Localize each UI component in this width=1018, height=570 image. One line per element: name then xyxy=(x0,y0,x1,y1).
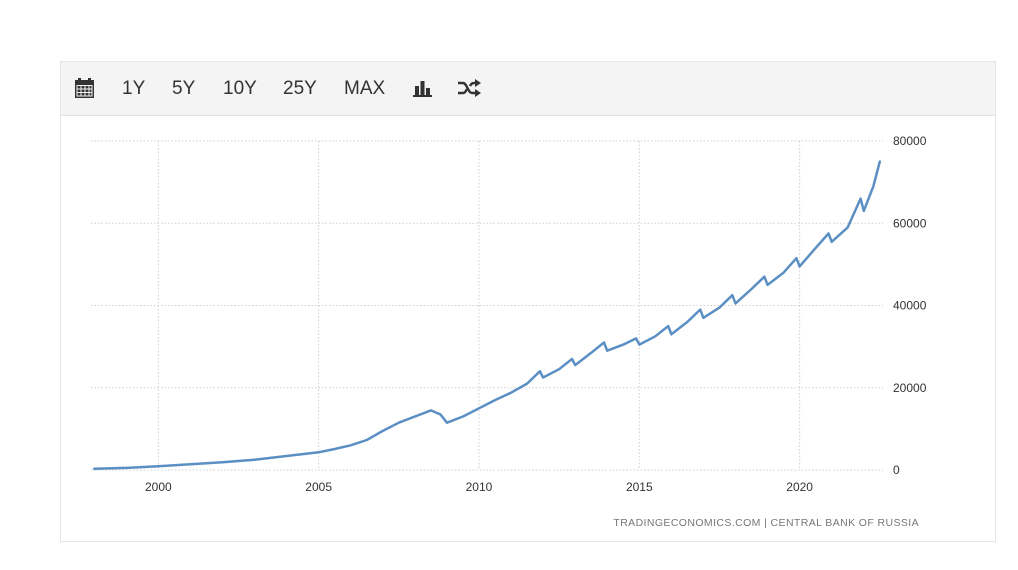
bar-chart-icon[interactable] xyxy=(413,80,432,102)
series-line xyxy=(92,160,882,471)
line-chart: 0 20000 40000 60000 80000 2000 2005 2010 2015 202… xyxy=(91,134,927,494)
x-tick-label: 2020 xyxy=(786,480,813,494)
source-credit: TRADINGECONOMICS.COM | CENTRAL BANK OF R… xyxy=(613,517,919,529)
x-tick-label: 2000 xyxy=(145,480,172,494)
x-tick-label: 2015 xyxy=(626,480,653,494)
shuffle-icon[interactable] xyxy=(457,79,481,102)
x-tick-label: 2005 xyxy=(305,480,332,494)
y-tick-label: 0 xyxy=(893,463,900,477)
range-1y-button[interactable]: 1Y xyxy=(122,78,146,99)
y-tick-label: 80000 xyxy=(893,134,927,148)
range-25y-button[interactable]: 25Y xyxy=(283,78,317,99)
range-10y-button[interactable]: 10Y xyxy=(223,78,257,99)
toolbar: 1Y 5Y 10Y 25Y MAX xyxy=(61,62,995,116)
y-tick-label: 20000 xyxy=(893,381,927,395)
y-tick-label: 40000 xyxy=(893,299,927,313)
range-max-button[interactable]: MAX xyxy=(344,78,386,99)
calendar-icon[interactable] xyxy=(75,78,94,103)
y-tick-label: 60000 xyxy=(893,216,927,230)
range-5y-button[interactable]: 5Y xyxy=(172,78,196,99)
x-tick-label: 2010 xyxy=(466,480,493,494)
chart-widget: 1Y 5Y 10Y 25Y MAX 0 20000 40000 60000 80000 2… xyxy=(60,61,996,542)
